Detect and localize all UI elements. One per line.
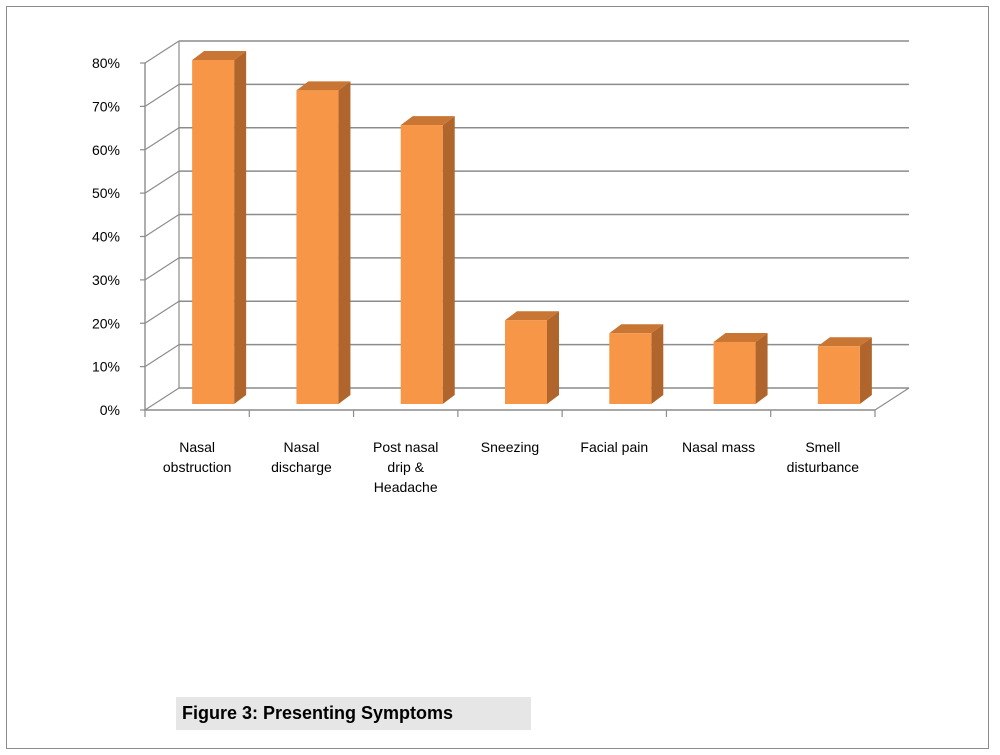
- x-tick-label: Sneezing: [481, 439, 539, 455]
- gridline-depth: [144, 213, 180, 238]
- bar-top: [192, 51, 247, 60]
- gridline-depth: [144, 127, 180, 151]
- bar-side: [547, 311, 559, 404]
- x-tick-label: Smell: [805, 439, 840, 455]
- x-tick-label: drip &: [387, 459, 424, 475]
- x-tick-label: discharge: [271, 459, 332, 475]
- bar-top: [400, 116, 455, 126]
- figure-caption: Figure 3: Presenting Symptoms: [176, 697, 531, 730]
- bar: [817, 346, 860, 404]
- bar-top: [296, 81, 351, 91]
- x-tick-label: obstruction: [163, 459, 231, 475]
- bar-top: [609, 324, 664, 334]
- bar-side: [651, 324, 664, 404]
- gridline-depth: [144, 257, 180, 281]
- x-tick-label: Nasal mass: [682, 439, 755, 455]
- x-tick-label: disturbance: [787, 459, 860, 475]
- gridline-depth: [144, 344, 180, 368]
- gridline-depth: [144, 387, 180, 411]
- bar: [192, 60, 235, 404]
- bar: [296, 90, 339, 405]
- bar-top: [713, 332, 768, 342]
- x-tick-label: Nasal: [179, 439, 215, 455]
- y-tick-label: 30%: [92, 272, 120, 288]
- gridline-depth: [144, 300, 180, 324]
- bar-side: [859, 337, 872, 404]
- y-tick-label: 60%: [92, 142, 120, 158]
- bar-side: [442, 116, 455, 404]
- x-tick-label: Facial pain: [580, 439, 648, 455]
- y-tick-label: 0%: [100, 402, 120, 418]
- bar-top: [817, 337, 872, 347]
- y-tick-label: 80%: [92, 55, 120, 71]
- y-tick-label: 40%: [92, 229, 120, 245]
- x-tick-label: Post nasal: [373, 439, 438, 455]
- y-tick-label: 20%: [92, 315, 120, 331]
- bar: [713, 341, 756, 404]
- floor-edge: [874, 387, 910, 411]
- gridline-depth: [144, 170, 180, 194]
- bar: [505, 320, 547, 404]
- gridline-depth: [144, 83, 180, 107]
- y-tick-label: 70%: [92, 98, 120, 114]
- y-tick-label: 10%: [92, 359, 120, 375]
- x-tick-label: Headache: [374, 479, 438, 495]
- gridline-depth: [144, 40, 180, 64]
- bar-side: [338, 81, 351, 405]
- bar-side: [755, 332, 768, 404]
- bar-top: [505, 311, 559, 321]
- bar: [609, 333, 652, 404]
- bar-side: [234, 51, 247, 404]
- y-tick-label: 50%: [92, 185, 120, 201]
- bar: [400, 125, 443, 404]
- x-tick-label: Nasal: [284, 439, 320, 455]
